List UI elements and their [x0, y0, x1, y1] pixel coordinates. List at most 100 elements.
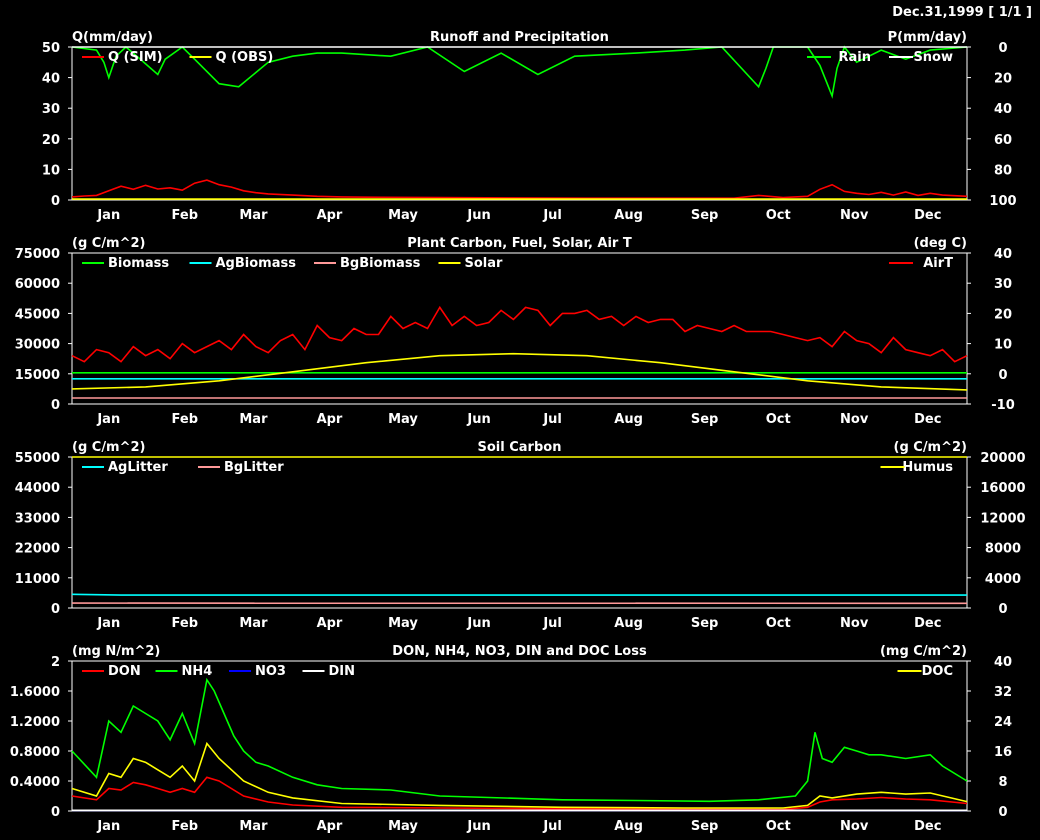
x-tick-label: Feb [172, 412, 198, 427]
y2-tick-label: 40 [994, 655, 1012, 670]
legend-label: DON [108, 664, 141, 679]
x-tick-label: Sep [691, 616, 719, 631]
chart-title: Runoff and Precipitation [430, 30, 609, 45]
y-tick-label: 0 [51, 398, 60, 413]
y2-tick-label: 10 [994, 338, 1012, 353]
x-tick-label: Feb [172, 819, 198, 834]
y2-tick-label: 16 [994, 745, 1012, 760]
x-tick-label: May [388, 208, 418, 223]
y-tick-label: 0 [51, 805, 60, 820]
x-tick-label: Nov [840, 616, 869, 631]
panel-2: Plant Carbon, Fuel, Solar, Air T (g C/m^2… [15, 236, 1015, 427]
x-tick-label: Aug [614, 208, 643, 223]
x-tick-label: Jul [542, 616, 562, 631]
y2-tick-label: 0 [998, 602, 1007, 617]
x-tick-label: Jun [466, 616, 490, 631]
series-line-q-sim- [71, 179, 968, 199]
y2-axis-label: (g C/m^2) [894, 440, 968, 455]
x-tick-label: Nov [840, 208, 869, 223]
x-tick-label: Mar [239, 412, 268, 427]
y-tick-label: 0 [51, 194, 60, 209]
legend-label: AgLitter [108, 460, 168, 475]
x-tick-label: Jul [542, 412, 562, 427]
y2-axis-label: (mg C/m^2) [880, 644, 967, 659]
y2-tick-label: 12000 [980, 511, 1025, 526]
y2-axis-label: P(mm/day) [888, 30, 967, 45]
x-tick-label: Mar [239, 819, 268, 834]
y-tick-label: 50 [42, 41, 60, 56]
y2-tick-label: 4000 [985, 572, 1021, 587]
y-tick-label: 30000 [15, 338, 60, 353]
legend-label: Humus [902, 460, 953, 475]
y2-tick-label: 16000 [980, 481, 1025, 496]
x-tick-label: Mar [239, 208, 268, 223]
x-tick-label: Dec [914, 208, 941, 223]
legend-label: Rain [839, 50, 872, 65]
y2-tick-label: 0 [998, 41, 1007, 56]
y2-tick-label: 24 [994, 715, 1012, 730]
x-tick-label: Sep [691, 208, 719, 223]
series-line-doc [71, 741, 968, 809]
x-tick-label: Sep [691, 819, 719, 834]
series-line-don [71, 776, 968, 811]
y-axis-label: (g C/m^2) [72, 236, 146, 251]
legend-label: NO3 [255, 664, 286, 679]
x-tick-label: Oct [766, 208, 791, 223]
y-axis-label: (mg N/m^2) [72, 644, 160, 659]
chart-title: DON, NH4, NO3, DIN and DOC Loss [392, 644, 647, 659]
panel-4: DON, NH4, NO3, DIN and DOC Loss (mg N/m^2… [10, 644, 1012, 834]
chart-title: Soil Carbon [478, 440, 562, 455]
y-tick-label: 2 [51, 655, 60, 670]
y-tick-label: 0.4000 [10, 775, 60, 790]
x-tick-label: Jul [542, 208, 562, 223]
y-tick-label: 40 [42, 72, 60, 87]
legend-label: AgBiomass [216, 256, 297, 271]
series-line-solar [71, 352, 968, 391]
panel-3: Soil Carbon (g C/m^2) (g C/m^2) 55000 44000 3… [15, 440, 1026, 631]
y2-tick-label: -10 [991, 398, 1015, 413]
legend-label: Snow [913, 50, 953, 65]
y-tick-label: 1.2000 [10, 715, 60, 730]
y2-tick-label: 80 [994, 163, 1012, 178]
y2-axis-label: (deg C) [914, 236, 967, 251]
x-tick-label: Dec [914, 616, 941, 631]
y2-tick-label: 8 [998, 775, 1007, 790]
y-tick-label: 55000 [15, 451, 60, 466]
legend-label: AirT [923, 256, 953, 271]
y2-tick-label: 40 [994, 247, 1012, 262]
series-line-aglitter [71, 593, 967, 596]
y-tick-label: 20 [42, 133, 60, 148]
y-axis-label: Q(mm/day) [72, 30, 153, 45]
x-tick-label: Apr [317, 412, 343, 427]
legend-label: BgLitter [224, 460, 284, 475]
x-tick-label: Jun [466, 412, 490, 427]
y-tick-label: 0.8000 [10, 745, 60, 760]
x-tick-label: Nov [840, 412, 869, 427]
series-line-nh4 [71, 677, 968, 803]
plot-frame [71, 252, 968, 405]
y2-tick-label: 32 [994, 685, 1012, 700]
x-tick-label: Sep [691, 412, 719, 427]
x-tick-label: Oct [766, 616, 791, 631]
legend-label: BgBiomass [340, 256, 421, 271]
y-tick-label: 0 [51, 602, 60, 617]
x-tick-label: May [388, 412, 418, 427]
y-tick-label: 1.6000 [10, 685, 60, 700]
plot-frame [71, 456, 968, 609]
x-tick-label: May [388, 819, 418, 834]
x-tick-label: Feb [172, 616, 198, 631]
x-tick-label: Jan [96, 412, 120, 427]
y-tick-label: 30 [42, 102, 60, 117]
date-label: Dec.31,1999 [ 1/1 ] [892, 5, 1032, 20]
y2-tick-label: 0 [998, 805, 1007, 820]
legend-label: Q (SIM) [108, 50, 163, 65]
chart-title: Plant Carbon, Fuel, Solar, Air T [407, 236, 632, 251]
x-tick-label: Jun [466, 819, 490, 834]
x-tick-label: Mar [239, 616, 268, 631]
x-tick-label: Dec [914, 412, 941, 427]
y-tick-label: 22000 [15, 542, 60, 557]
y2-tick-label: 20 [994, 307, 1012, 322]
legend-label: Solar [465, 256, 504, 271]
x-tick-label: Feb [172, 208, 198, 223]
